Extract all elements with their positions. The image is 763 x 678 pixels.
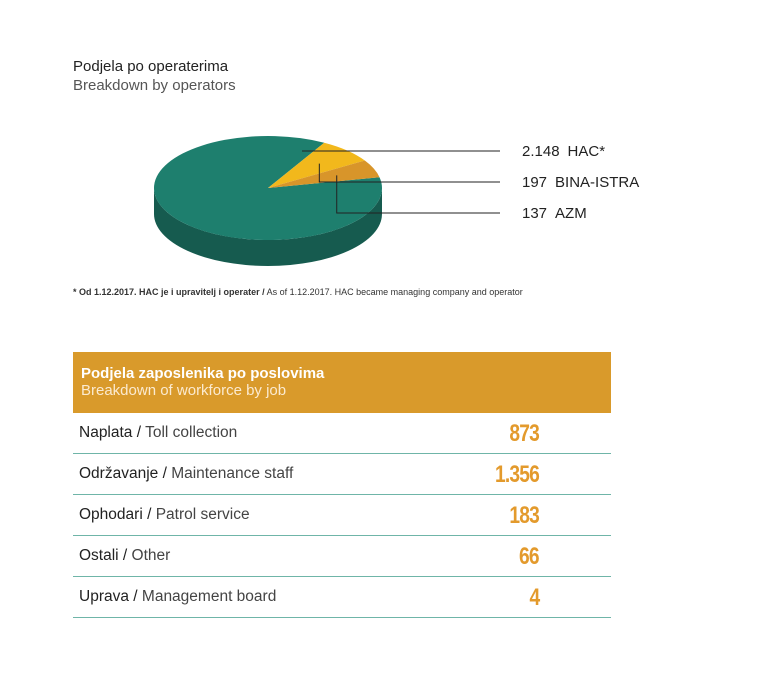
row-label: Ophodari / Patrol service	[79, 506, 250, 524]
chart-title: Podjela po operaterima	[73, 58, 229, 75]
table-subtitle: Breakdown of workforce by job	[81, 382, 287, 399]
table-row: Ostali / Other 66	[73, 536, 611, 577]
table: Podjela zaposlenika po poslovima Breakdo…	[73, 352, 611, 618]
slice-label: 197 BINA-ISTRA	[522, 174, 639, 191]
slice-value-label: 197	[522, 174, 547, 191]
row-label: Ostali / Other	[79, 547, 170, 565]
label-en: Patrol service	[155, 506, 250, 523]
table-header: Podjela zaposlenika po poslovima Breakdo…	[73, 352, 611, 413]
row-label: Održavanje / Maintenance staff	[79, 465, 293, 483]
label-en: Maintenance staff	[171, 465, 294, 482]
footnote-bold: * Od 1.12.2017. HAC je i upravitelj i op…	[73, 287, 265, 297]
label-hr: Održavanje /	[79, 465, 167, 482]
table-row: Održavanje / Maintenance staff 1.356	[73, 454, 611, 495]
row-value: 873	[509, 420, 539, 447]
pie-slice-side	[154, 188, 382, 266]
row-value: 66	[519, 543, 540, 570]
pie-slice	[268, 160, 380, 188]
row-value: 4	[529, 584, 540, 611]
slice-value-label: 137	[522, 205, 547, 222]
label-en: Management board	[141, 588, 277, 605]
pie-slice	[153, 135, 382, 240]
leader-line	[318, 163, 500, 183]
slice-label: 2.148 HAC*	[522, 143, 605, 160]
slice-label: 137 AZM	[522, 205, 587, 222]
footnote-text: As of 1.12.2017. HAC became managing com…	[266, 287, 523, 297]
row-label: Naplata / Toll collection	[79, 424, 237, 442]
slice-category-label: BINA-ISTRA	[555, 174, 639, 191]
pie-slice	[268, 142, 365, 188]
table-row: Ophodari / Patrol service 183	[73, 495, 611, 536]
table-row: Uprava / Management board 4	[73, 577, 611, 618]
table-body: Naplata / Toll collection 873 Održavanje /…	[73, 413, 611, 618]
row-value: 1.356	[494, 461, 540, 488]
label-hr: Ostali /	[79, 547, 128, 564]
footnote: * Od 1.12.2017. HAC je i upravitelj i op…	[73, 287, 523, 297]
table-row: Naplata / Toll collection 873	[73, 413, 611, 454]
row-label: Uprava / Management board	[79, 588, 276, 606]
slice-category-label: HAC*	[568, 143, 606, 160]
leader-line	[336, 175, 500, 214]
slice-value-label: 2.148	[522, 143, 560, 160]
table-title: Podjela zaposlenika po poslovima	[81, 365, 325, 382]
label-hr: Ophodari /	[79, 506, 152, 523]
label-hr: Naplata /	[79, 424, 142, 441]
pie-chart: 2.148 HAC* 197 BINA-ISTRA 137 AZM	[153, 135, 639, 266]
label-en: Other	[131, 547, 171, 564]
label-hr: Uprava /	[79, 588, 138, 605]
slice-category-label: AZM	[555, 205, 587, 222]
label-en: Toll collection	[145, 424, 238, 441]
chart-subtitle: Breakdown by operators	[73, 77, 236, 94]
row-value: 183	[509, 502, 539, 529]
